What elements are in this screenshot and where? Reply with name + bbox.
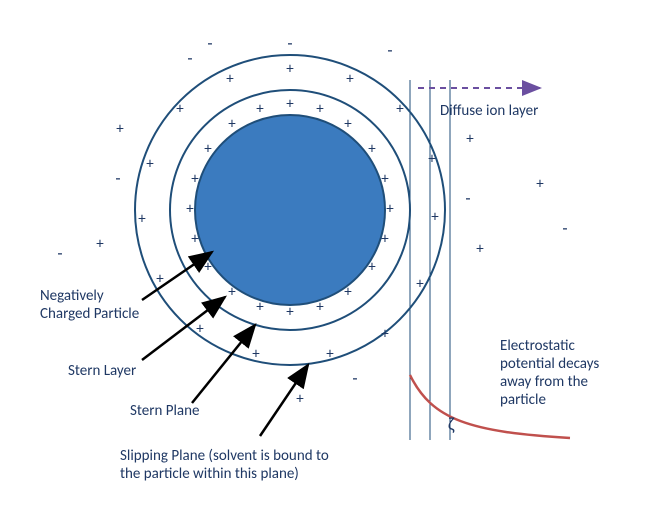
label-diffuse-ion-layer: Diffuse ion layer [440, 102, 538, 120]
svg-text:+: + [536, 176, 544, 194]
svg-text:+: + [196, 321, 204, 339]
svg-text:+: + [226, 71, 234, 89]
svg-text:+: + [186, 201, 194, 219]
label-decay-l1: Electrostatic [500, 337, 575, 355]
svg-text:+: + [286, 61, 294, 79]
label-neg-particle-l1: Negatively [40, 287, 104, 305]
svg-text:+: + [381, 171, 389, 189]
svg-text:+: + [252, 346, 260, 364]
svg-text:-: - [57, 243, 62, 264]
svg-text:+: + [476, 241, 484, 259]
svg-text:+: + [176, 101, 184, 119]
svg-text:+: + [316, 299, 324, 317]
svg-text:+: + [368, 141, 376, 159]
label-stern-layer: Stern Layer [68, 362, 136, 380]
label-decay-l4: particle [500, 391, 546, 409]
svg-text:+: + [381, 231, 389, 249]
svg-text:+: + [466, 131, 474, 149]
svg-text:+: + [228, 116, 236, 134]
svg-text:-: - [352, 368, 357, 389]
svg-text:-: - [287, 33, 292, 54]
svg-text:+: + [96, 236, 104, 254]
svg-text:-: - [115, 168, 120, 189]
svg-text:+: + [396, 101, 404, 119]
svg-text:-: - [207, 33, 212, 54]
svg-text:+: + [428, 151, 436, 169]
label-slipping-l1: Slipping Plane (solvent is bound to [120, 447, 329, 465]
svg-text:+: + [256, 299, 264, 317]
svg-text:+: + [138, 211, 146, 229]
label-neg-particle-l2: Charged Particle [40, 305, 139, 323]
svg-text:-: - [465, 188, 470, 209]
label-decay-l3: away from the [500, 373, 588, 391]
svg-text:+: + [316, 101, 324, 119]
svg-text:+: + [386, 201, 394, 219]
svg-text:+: + [344, 116, 352, 134]
svg-text:+: + [286, 96, 294, 114]
svg-text:+: + [326, 346, 334, 364]
svg-text:+: + [191, 231, 199, 249]
label-stern-plane: Stern Plane [130, 402, 199, 420]
svg-text:+: + [381, 326, 389, 344]
double-layer-diagram: + + + + + + + + + + + + + + + + + + + + + + + + + + + + + + + + + + + + + + + +… [0, 0, 650, 512]
svg-text:+: + [146, 156, 154, 174]
svg-text:+: + [191, 171, 199, 189]
svg-text:+: + [256, 101, 264, 119]
svg-text:+: + [116, 121, 124, 139]
svg-text:+: + [346, 71, 354, 89]
svg-text:+: + [416, 276, 424, 294]
label-decay-l2: potential decays [500, 355, 599, 373]
svg-text:+: + [368, 259, 376, 277]
particle-core [195, 115, 385, 305]
zeta-symbol: ζ [448, 413, 455, 435]
svg-text:+: + [204, 259, 212, 277]
svg-text:+: + [431, 209, 439, 227]
label-slipping-l2: the particle within this plane) [120, 465, 299, 483]
svg-text:-: - [187, 48, 192, 69]
svg-text:+: + [344, 284, 352, 302]
svg-text:-: - [562, 218, 567, 239]
svg-text:+: + [296, 391, 304, 409]
svg-text:+: + [286, 304, 294, 322]
svg-text:+: + [204, 141, 212, 159]
svg-text:-: - [387, 40, 392, 61]
svg-text:+: + [228, 284, 236, 302]
